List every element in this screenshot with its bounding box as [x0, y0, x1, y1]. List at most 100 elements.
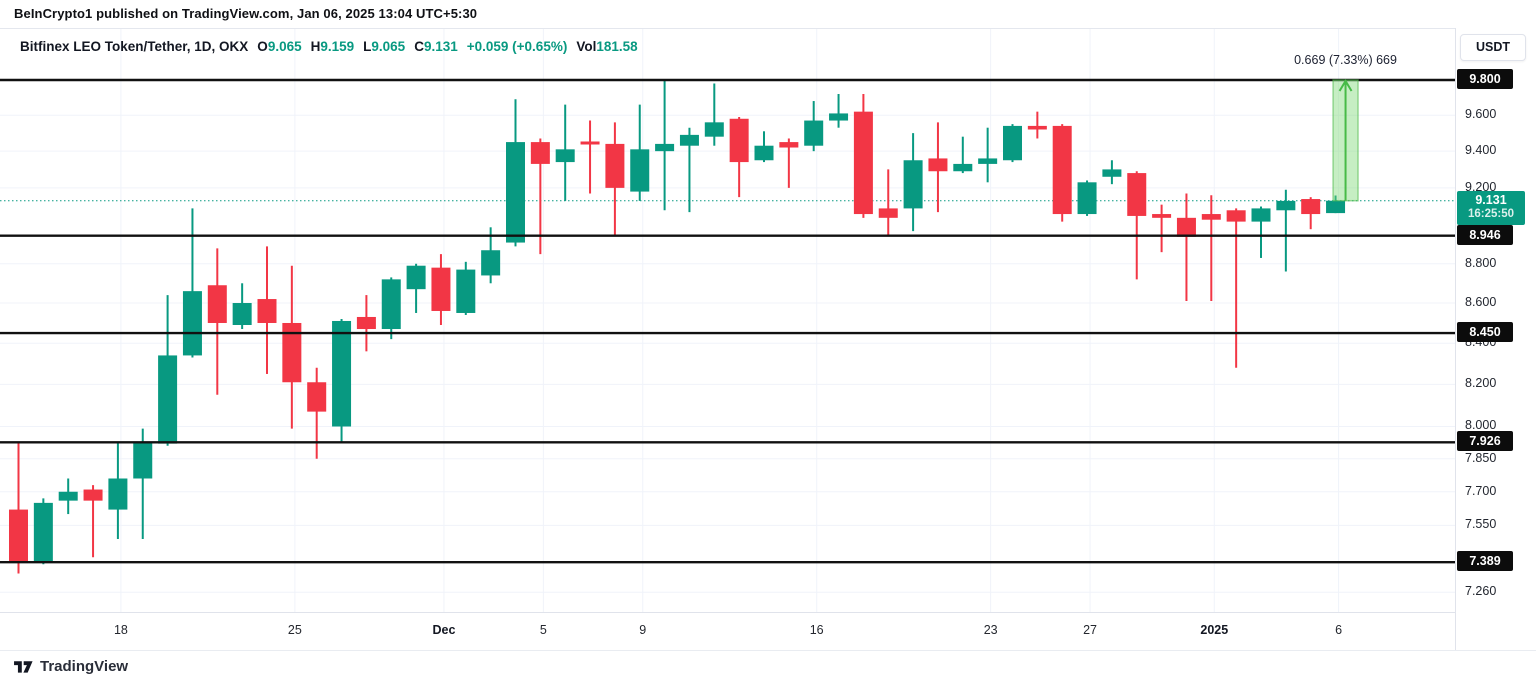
candle-nov-17[interactable]	[83, 485, 103, 558]
candle-jan-5[interactable]	[1301, 197, 1321, 230]
tradingview-logo-icon	[14, 661, 33, 673]
volume-label: Vol	[576, 39, 597, 54]
candle-nov-20[interactable]	[158, 295, 178, 446]
candle-body	[630, 149, 650, 192]
price-level-chip: 8.946	[1457, 224, 1513, 245]
candle-dec-22[interactable]	[953, 136, 973, 174]
candle-body	[903, 160, 923, 209]
candle-body	[257, 299, 277, 323]
candle-body	[853, 111, 873, 215]
candle-body	[1077, 182, 1097, 215]
price-level-chip: 9.800	[1457, 69, 1513, 89]
candle-body	[829, 113, 849, 121]
candle-dec-16[interactable]	[804, 101, 824, 152]
symbol-legend[interactable]: Bitfinex LEO Token/Tether, 1D, OKX O9.065…	[20, 39, 638, 54]
currency-toggle-button[interactable]: USDT	[1460, 34, 1526, 61]
candle-dec-26[interactable]	[1052, 124, 1072, 222]
candle-dec-20[interactable]	[903, 133, 923, 232]
candle-body	[58, 491, 78, 501]
candle-dec-10[interactable]	[655, 80, 675, 211]
candle-dec-21[interactable]	[928, 122, 948, 213]
candle-jan-1[interactable]	[1201, 195, 1221, 302]
candle-jan-6[interactable]	[1326, 195, 1346, 214]
candle-body	[580, 141, 600, 145]
candle-nov-25[interactable]	[282, 265, 302, 429]
current-price-value: 9.131	[1475, 192, 1507, 207]
candle-body	[406, 265, 426, 290]
volume-value: 181.58	[596, 39, 638, 54]
candle-jan-3[interactable]	[1251, 206, 1271, 258]
candle-nov-24[interactable]	[257, 246, 277, 374]
candle-nov-28[interactable]	[356, 295, 376, 352]
candle-body	[282, 322, 302, 383]
time-axis-label: 27	[1083, 623, 1097, 637]
candle-nov-19[interactable]	[133, 428, 153, 539]
candle-body	[1102, 169, 1122, 177]
candle-dec-15[interactable]	[779, 138, 799, 188]
candle-dec-31[interactable]	[1176, 193, 1196, 302]
candle-dec-12[interactable]	[704, 83, 724, 146]
candle-dec-7[interactable]	[580, 120, 600, 194]
candle-dec-29[interactable]	[1127, 171, 1147, 280]
candle-nov-29[interactable]	[381, 277, 401, 340]
candle-dec-30[interactable]	[1152, 204, 1172, 253]
candle-body	[878, 208, 898, 218]
candle-body	[754, 145, 774, 161]
candle-nov-15[interactable]	[33, 498, 53, 565]
price-tick-label: 8.200	[1465, 376, 1497, 391]
price-tick-label: 8.000	[1465, 418, 1497, 433]
candle-nov-21[interactable]	[182, 208, 202, 358]
candle-body	[381, 279, 401, 330]
candle-nov-22[interactable]	[207, 248, 227, 395]
candle-jan-2[interactable]	[1226, 208, 1246, 368]
time-axis[interactable]: 18 25 Dec 5 9 16 23 27 2025 6	[0, 612, 1455, 651]
time-axis-label: 23	[983, 623, 998, 637]
time-axis-label: 25	[287, 623, 302, 637]
candle-nov-14[interactable]	[9, 441, 28, 574]
candle-dec-1[interactable]	[431, 254, 451, 325]
current-price-chip: 9.131 16:25:50	[1457, 190, 1525, 225]
candle-dec-19[interactable]	[878, 169, 898, 235]
candle-dec-6[interactable]	[555, 104, 575, 201]
candle-nov-26[interactable]	[307, 367, 327, 459]
candle-body	[779, 142, 799, 148]
candle-body	[1176, 217, 1196, 237]
candle-body	[108, 478, 128, 510]
candle-dec-4[interactable]	[506, 99, 525, 247]
candle-nov-18[interactable]	[108, 441, 128, 539]
candle-dec-28[interactable]	[1102, 160, 1122, 185]
candle-dec-17[interactable]	[829, 93, 849, 128]
price-tick-label: 8.800	[1465, 255, 1497, 270]
candlestick-chart[interactable]	[0, 29, 1455, 613]
price-axis[interactable]: USDT 9.600 9.400 9.200 8.800 8.600 8.400 8.200…	[1455, 28, 1536, 650]
candle-dec-14[interactable]	[754, 131, 774, 163]
candle-body	[1201, 214, 1221, 220]
measure-band[interactable]	[1332, 79, 1359, 202]
candle-body	[804, 120, 824, 146]
candle-nov-30[interactable]	[406, 263, 426, 313]
candle-nov-23[interactable]	[232, 283, 252, 330]
candle-dec-27[interactable]	[1077, 180, 1097, 216]
candles	[9, 80, 1346, 574]
minor-gridlines	[0, 29, 1455, 613]
candle-dec-9[interactable]	[630, 104, 650, 201]
tradingview-brand[interactable]: TradingView	[14, 658, 128, 675]
candle-jan-4[interactable]	[1276, 189, 1296, 272]
candle-nov-27[interactable]	[332, 318, 352, 442]
candle-dec-11[interactable]	[679, 127, 699, 213]
candle-body	[182, 291, 202, 356]
measurement-label: 0.669 (7.33%) 669	[1294, 53, 1397, 67]
candle-dec-2[interactable]	[456, 261, 476, 315]
candle-dec-24[interactable]	[1003, 124, 1022, 163]
time-axis-label: 16	[809, 623, 824, 637]
chart-pane[interactable]: Bitfinex LEO Token/Tether, 1D, OKX O9.065…	[0, 28, 1455, 613]
candle-body	[729, 118, 749, 163]
candle-dec-18[interactable]	[853, 93, 873, 218]
candle-body	[158, 355, 178, 444]
candle-dec-13[interactable]	[729, 116, 749, 198]
candle-nov-16[interactable]	[58, 478, 78, 515]
candle-dec-8[interactable]	[605, 122, 625, 235]
candle-dec-23[interactable]	[978, 127, 998, 183]
candle-body	[207, 285, 227, 323]
candle-dec-25[interactable]	[1027, 111, 1047, 139]
